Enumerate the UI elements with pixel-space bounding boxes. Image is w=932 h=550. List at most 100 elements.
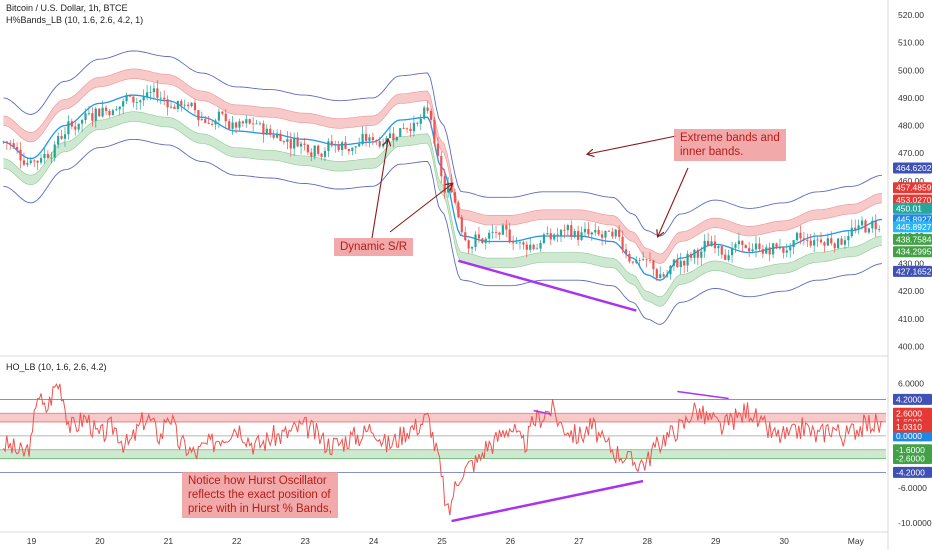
candle-body — [286, 139, 289, 142]
osc-current-label-bg — [893, 421, 932, 433]
candle-body — [457, 202, 460, 218]
candle-body — [501, 225, 504, 235]
candle-body — [433, 119, 436, 144]
candle-body — [652, 260, 655, 270]
candle-body — [104, 107, 108, 111]
candle-body — [289, 139, 292, 149]
candle-body — [231, 122, 234, 129]
candle-body — [224, 113, 227, 122]
candle-body — [607, 230, 611, 232]
arrow-dynamic-sr-1 — [371, 140, 388, 239]
time-tick-label: 20 — [95, 536, 105, 546]
annotation-extreme-bands[interactable]: Extreme bands and inner bands. — [674, 129, 786, 161]
candle-body — [43, 154, 46, 159]
candle-body — [282, 140, 286, 142]
band-price-label: 464.6202 — [896, 163, 932, 173]
candle-body — [262, 123, 265, 135]
candle-body — [638, 259, 641, 261]
candle-body — [149, 92, 152, 93]
candle-body — [234, 122, 238, 128]
candle-body — [669, 265, 672, 275]
candle-body — [713, 241, 717, 249]
candle-body — [354, 146, 357, 148]
candle-body — [556, 234, 559, 236]
annotation-notice[interactable]: Notice how Hurst Oscillator reflects the… — [182, 472, 338, 518]
candle-body — [741, 240, 744, 246]
symbol-title[interactable]: Bitcoin / U.S. Dollar, 1h, BTCE — [6, 3, 128, 13]
candle-body — [98, 108, 101, 117]
candle-body — [392, 133, 395, 141]
candle-body — [67, 121, 70, 135]
candle-body — [751, 249, 754, 252]
time-tick-label: 28 — [643, 536, 653, 546]
oscillator-label[interactable]: HO_LB (10, 1.6, 2.6, 4.2) — [6, 362, 107, 372]
osc-divergence-short-2 — [677, 390, 729, 400]
upper-band-edge-inner — [3, 78, 882, 264]
candle-body — [91, 113, 94, 121]
drawings — [371, 135, 729, 523]
candle-body — [255, 123, 258, 125]
candle-body — [5, 141, 8, 143]
candle-body — [518, 242, 522, 244]
candle-body — [642, 259, 645, 261]
time-tick-label: 29 — [711, 536, 721, 546]
price-bands — [3, 50, 882, 325]
candle-body — [111, 110, 114, 116]
bands-indicator-label[interactable]: H%Bands_LB (10, 1.6, 2.6, 4.2, 1) — [6, 15, 144, 25]
candle-body — [765, 247, 768, 254]
candle-body — [645, 259, 648, 261]
price-axis: 400.00410.00420.00430.00440.00450.00460.… — [887, 0, 932, 550]
candle-body — [378, 141, 381, 147]
price-tick-label: 470.00 — [898, 148, 924, 158]
candle-body — [296, 137, 299, 147]
band-price-label: 434.2995 — [896, 247, 932, 257]
arrow-to-extreme-band — [588, 135, 677, 154]
candle-body — [758, 243, 761, 250]
candle-body — [16, 147, 19, 150]
candle-body — [819, 239, 823, 243]
candle-body — [494, 231, 498, 233]
candle-body — [443, 176, 446, 193]
candle-body — [614, 229, 617, 237]
candle-body — [772, 243, 775, 255]
candle-body — [573, 231, 576, 238]
candle-body — [375, 140, 378, 142]
candle-body — [470, 246, 474, 249]
price-candles — [2, 80, 881, 281]
candle-body — [553, 234, 556, 240]
candle-body — [33, 160, 36, 162]
time-tick-label: 27 — [574, 536, 584, 546]
candle-body — [590, 232, 593, 235]
candle-body — [857, 225, 860, 230]
candle-body — [830, 238, 833, 244]
time-tick-label: 24 — [369, 536, 379, 546]
price-tick-label: 420.00 — [898, 286, 924, 296]
candle-body — [320, 153, 323, 157]
arrow-to-inner-band — [658, 167, 689, 236]
time-tick-label: 23 — [300, 536, 310, 546]
annotation-dynamic-sr[interactable]: Dynamic S/R — [334, 238, 414, 256]
candle-body — [618, 229, 621, 237]
candle-body — [754, 243, 758, 250]
candle-body — [169, 106, 173, 108]
candle-body — [717, 246, 720, 249]
band-price-label: 445.8927 — [896, 222, 932, 232]
candle-body — [720, 246, 723, 255]
candle-body — [132, 96, 135, 103]
time-tick-label: May — [848, 536, 865, 546]
candle-body — [313, 145, 316, 157]
candle-body — [826, 238, 829, 246]
candle-body — [275, 133, 279, 138]
candle-body — [334, 144, 337, 146]
candle-body — [833, 243, 836, 249]
price-tick-label: 490.00 — [898, 93, 924, 103]
candle-body — [604, 230, 607, 238]
candle-body — [36, 160, 39, 163]
candle-body — [488, 232, 491, 239]
band-price-label: 450.01 — [896, 203, 922, 213]
candle-body — [327, 141, 330, 151]
candle-body — [395, 136, 398, 141]
band-price-label: 427.1652 — [896, 266, 932, 276]
price-tick-label: 400.00 — [898, 341, 924, 351]
